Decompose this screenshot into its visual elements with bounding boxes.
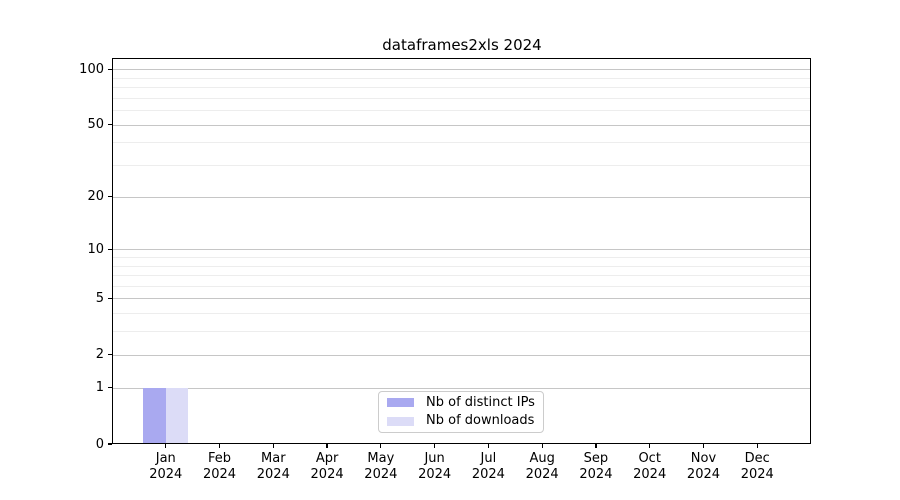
x-tick-mark: [165, 444, 167, 448]
legend: Nb of distinct IPs Nb of downloads: [378, 391, 544, 433]
x-tick-mark: [218, 444, 221, 448]
major-gridline: [113, 354, 810, 356]
minor-gridline: [113, 265, 810, 267]
x-tick-mark: [380, 444, 382, 448]
major-gridline: [113, 298, 810, 300]
x-tick-mark: [702, 444, 705, 448]
x-tick-label: Jan 2024: [149, 451, 183, 482]
minor-gridline: [113, 285, 810, 287]
y-tick-label: 2: [95, 347, 104, 363]
major-gridline: [113, 249, 810, 251]
x-tick-label: Jul 2024: [471, 451, 505, 482]
major-gridline: [113, 387, 810, 389]
y-tick-label: 1: [95, 380, 104, 396]
x-tick-mark: [541, 444, 543, 448]
y-tick-label: 5: [95, 290, 104, 306]
minor-gridline: [113, 257, 810, 258]
y-tick-mark: [108, 196, 112, 198]
major-gridline: [113, 196, 810, 198]
minor-gridline: [113, 165, 810, 167]
legend-label-distinct-ips: Nb of distinct IPs: [426, 394, 535, 410]
bar-downloads-jan: [165, 387, 189, 444]
y-tick-mark: [108, 387, 112, 389]
x-tick-mark: [272, 444, 274, 448]
y-tick-label: 10: [87, 241, 104, 257]
minor-gridline: [113, 142, 810, 144]
y-tick-mark: [108, 297, 112, 300]
minor-gridline: [113, 313, 810, 315]
minor-gridline: [113, 331, 810, 333]
legend-item-distinct-ips: Nb of distinct IPs: [387, 395, 535, 411]
y-tick-label: 50: [87, 117, 104, 133]
x-tick-label: Jun 2024: [418, 451, 452, 482]
x-tick-label: Aug 2024: [525, 451, 559, 482]
x-tick-label: Feb 2024: [202, 451, 237, 482]
y-tick-mark: [108, 124, 112, 126]
x-tick-label: Apr 2024: [310, 451, 344, 482]
legend-item-downloads: Nb of downloads: [387, 414, 535, 430]
major-gridline: [113, 69, 810, 71]
y-tick-mark: [108, 68, 112, 70]
x-tick-label: Sep 2024: [579, 451, 613, 482]
x-tick-mark: [433, 444, 436, 448]
bar-distinct-ips-jan: [143, 387, 166, 444]
y-tick-mark: [108, 443, 112, 445]
y-tick-label: 0: [95, 436, 104, 452]
legend-label-downloads: Nb of downloads: [426, 413, 535, 429]
y-tick-mark: [108, 248, 112, 250]
x-tick-label: Nov 2024: [686, 451, 721, 482]
minor-gridline: [113, 87, 810, 89]
x-tick-label: May 2024: [364, 451, 398, 482]
x-tick-mark: [595, 444, 597, 448]
chart-title: dataframes2xls 2024: [382, 36, 542, 54]
x-tick-mark: [326, 444, 328, 448]
x-tick-mark: [756, 444, 758, 448]
major-gridline: [113, 124, 810, 126]
x-tick-mark: [649, 444, 651, 448]
x-tick-label: Oct 2024: [633, 451, 667, 482]
y-tick-label: 100: [79, 61, 104, 77]
legend-swatch-distinct-ips: [387, 398, 414, 408]
x-tick-label: Mar 2024: [256, 451, 290, 482]
plot-area: [112, 58, 811, 444]
x-tick-label: Dec 2024: [740, 451, 774, 482]
y-tick-label: 20: [87, 189, 104, 205]
x-tick-mark: [487, 444, 490, 448]
minor-gridline: [113, 97, 810, 99]
minor-gridline: [113, 77, 810, 79]
y-tick-mark: [108, 354, 112, 356]
legend-swatch-downloads: [387, 416, 414, 426]
minor-gridline: [113, 275, 810, 277]
minor-gridline: [113, 110, 810, 112]
